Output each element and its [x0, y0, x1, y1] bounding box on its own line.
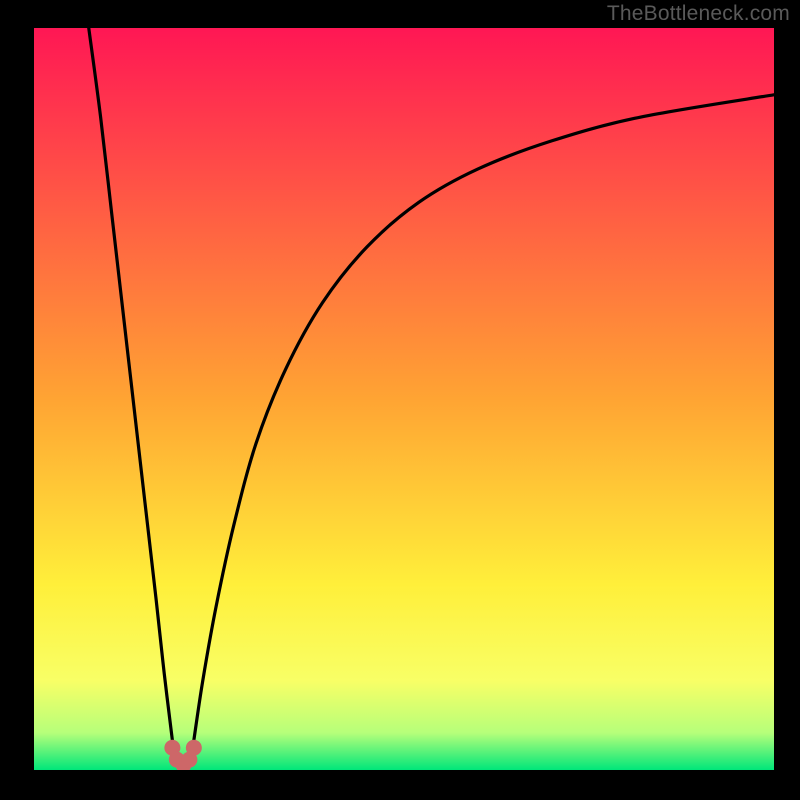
valley-marker: [186, 740, 202, 756]
curve-right-branch: [194, 95, 774, 741]
watermark-text: TheBottleneck.com: [607, 2, 790, 26]
curve-left-branch: [89, 28, 173, 740]
curve-layer: [34, 28, 774, 770]
chart-root: TheBottleneck.com: [0, 0, 800, 800]
plot-area: [34, 28, 774, 770]
